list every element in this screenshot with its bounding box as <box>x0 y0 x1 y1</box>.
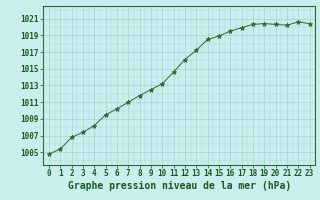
X-axis label: Graphe pression niveau de la mer (hPa): Graphe pression niveau de la mer (hPa) <box>68 181 291 191</box>
